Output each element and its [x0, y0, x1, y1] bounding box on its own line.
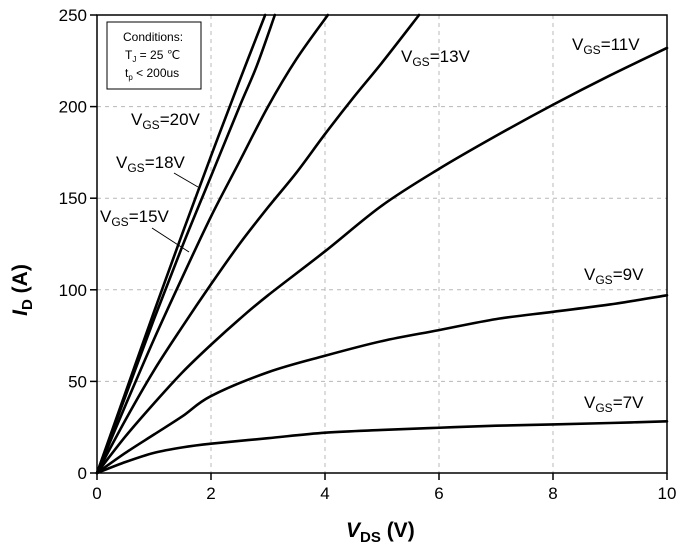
label-vgs20: VGS=20V: [131, 110, 201, 132]
label-vgs11: VGS=11V: [572, 35, 640, 57]
y-tick-label-250: 250: [59, 6, 87, 25]
y-tick-label-0: 0: [78, 464, 87, 483]
curve-vgs13: [95, 13, 421, 475]
y-tick-label-50: 50: [68, 372, 87, 391]
x-axis-title: VDS (V): [346, 519, 415, 546]
tp-main: t: [125, 66, 129, 80]
label-vgs9: VGS=9V: [584, 265, 644, 287]
curve-vgs15: [95, 13, 330, 475]
plot-frame: [96, 14, 668, 474]
conditions-title: Conditions:: [123, 30, 183, 44]
tp-sub: p: [128, 73, 133, 82]
x-tick-label-10: 10: [658, 484, 677, 503]
x-tick-label-6: 6: [434, 484, 443, 503]
y-tick-label-200: 200: [59, 98, 87, 117]
y-tick-label-100: 100: [59, 281, 87, 300]
leader-vgs15: [151, 227, 190, 253]
tj-main: T: [125, 48, 133, 62]
label-vgs18: VGS=18V: [116, 153, 186, 175]
x-tick-label-4: 4: [320, 484, 329, 503]
x-tick-label-8: 8: [548, 484, 557, 503]
curve-vgs7: [95, 420, 669, 475]
grid-layer: [97, 15, 667, 473]
leader-vgs18: [173, 172, 199, 188]
curve-vgs11: [95, 46, 669, 475]
y-tick-label-150: 150: [59, 189, 87, 208]
conditions-frame: [106, 21, 202, 90]
conditions-box: Conditions: TJ = 25 ℃ tp < 200us: [106, 21, 202, 90]
label-vgs7: VGS=7V: [584, 393, 644, 415]
y-axis-title: ID (A): [9, 264, 36, 316]
tp-rest: < 200us: [133, 66, 179, 80]
label-vgs15: VGS=15V: [100, 207, 170, 229]
label-vgs13: VGS=13V: [401, 47, 471, 69]
curve-layer: [95, 13, 669, 475]
conditions-tj: TJ = 25 ℃: [125, 48, 180, 64]
x-tick-label-0: 0: [92, 484, 101, 503]
curve-vgs18: [95, 13, 277, 475]
tj-sub: J: [132, 55, 136, 64]
tj-rest: = 25 ℃: [136, 48, 180, 62]
curve-vgs9: [95, 294, 669, 475]
conditions-tp: tp < 200us: [125, 66, 179, 82]
x-tick-label-2: 2: [206, 484, 215, 503]
